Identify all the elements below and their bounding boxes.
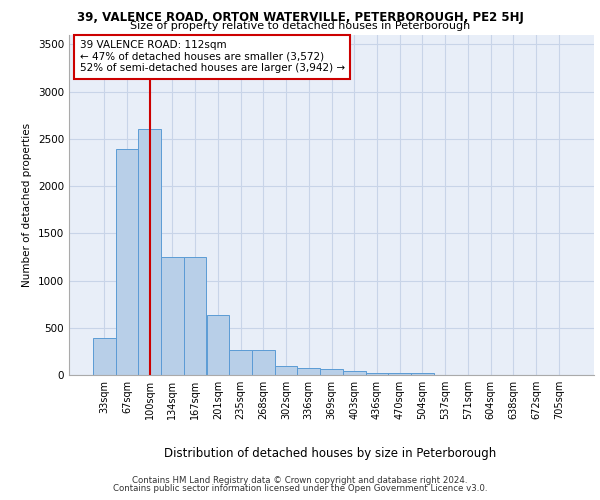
Bar [116,150,139,375]
Text: Contains HM Land Registry data © Crown copyright and database right 2024.: Contains HM Land Registry data © Crown c… [132,476,468,485]
Bar [343,371,365,375]
Bar [275,366,298,375]
Bar [184,257,206,375]
Bar [298,368,320,375]
Bar [161,257,184,375]
Bar [93,338,116,375]
Bar [411,373,434,375]
Text: Distribution of detached houses by size in Peterborough: Distribution of detached houses by size … [164,448,496,460]
Text: Contains public sector information licensed under the Open Government Licence v3: Contains public sector information licen… [113,484,487,493]
Bar [139,130,161,375]
Bar [252,350,275,375]
Bar [365,373,388,375]
Text: 39 VALENCE ROAD: 112sqm
← 47% of detached houses are smaller (3,572)
52% of semi: 39 VALENCE ROAD: 112sqm ← 47% of detache… [79,40,344,74]
Y-axis label: Number of detached properties: Number of detached properties [22,123,32,287]
Bar [388,373,411,375]
Text: 39, VALENCE ROAD, ORTON WATERVILLE, PETERBOROUGH, PE2 5HJ: 39, VALENCE ROAD, ORTON WATERVILLE, PETE… [77,11,523,24]
Bar [320,370,343,375]
Text: Size of property relative to detached houses in Peterborough: Size of property relative to detached ho… [130,21,470,31]
Bar [229,350,252,375]
Bar [206,314,229,375]
